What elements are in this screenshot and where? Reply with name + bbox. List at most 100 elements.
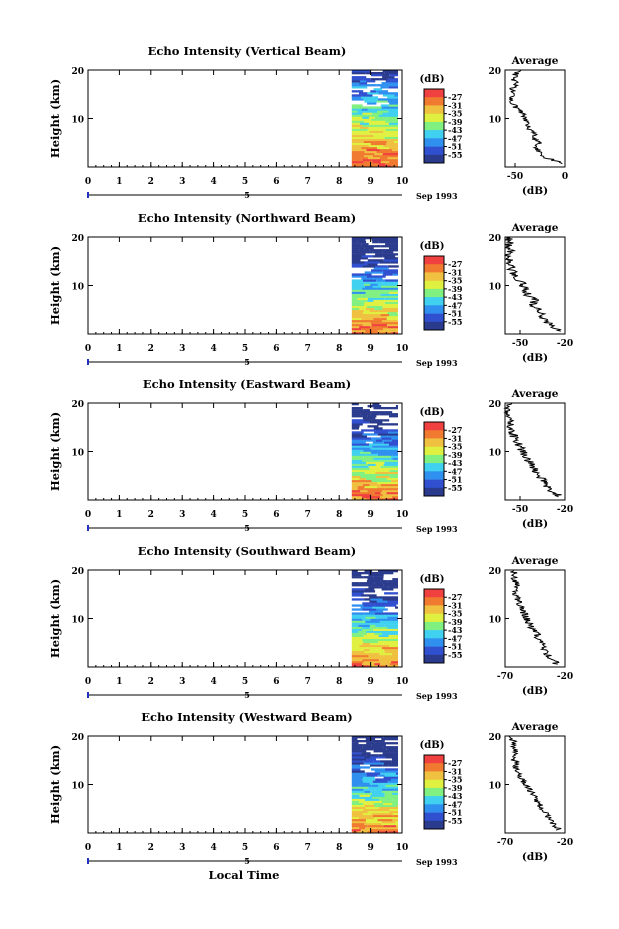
heatmap-cell xyxy=(351,108,362,111)
heatmap-cell xyxy=(363,576,374,579)
heatmap-cell xyxy=(378,241,398,244)
heatmap-cell xyxy=(380,467,398,470)
heatmap-cell xyxy=(351,584,364,587)
heatmap-cell xyxy=(370,756,379,759)
heatmap-cell xyxy=(390,413,398,416)
heatmap-cell xyxy=(351,313,368,317)
colorbar-tick-label: -55 xyxy=(448,816,462,826)
colorbar-segment xyxy=(424,280,444,290)
heatmap-cell xyxy=(365,620,380,623)
heatmap-cell xyxy=(363,780,373,783)
x-tick-label: 8 xyxy=(336,177,342,187)
heatmap-cell xyxy=(390,790,398,793)
heatmap-cell xyxy=(374,140,387,143)
heatmap-cell xyxy=(384,72,398,75)
heatmap-cell xyxy=(358,624,370,627)
heatmap-cell xyxy=(351,116,363,119)
heatmap-cell xyxy=(395,405,398,408)
heatmap-cell xyxy=(376,608,388,611)
heatmap-cell xyxy=(378,453,393,456)
heatmap-cell xyxy=(365,307,375,310)
heatmap-cell xyxy=(382,632,398,635)
heatmap-cell xyxy=(351,598,365,601)
heatmap-cell xyxy=(377,481,398,485)
heatmap-cell xyxy=(364,283,371,286)
heatmap-cell xyxy=(360,251,373,254)
colorbar-tick-label: -51 xyxy=(448,142,462,152)
heatmap-cell xyxy=(392,148,398,152)
heatmap-cell xyxy=(364,150,377,154)
profile-x-tick-label: -20 xyxy=(557,838,573,848)
heatmap-cell xyxy=(351,768,361,771)
x-tick-label: 7 xyxy=(305,344,311,354)
heatmap-cell xyxy=(364,120,386,123)
heatmap-cell xyxy=(357,110,365,113)
heatmap-cell xyxy=(374,632,382,635)
heatmap-cell xyxy=(369,782,384,785)
heatmap-cell xyxy=(388,330,398,333)
x-tick-label: 6 xyxy=(273,177,279,187)
x-tick-label: 0 xyxy=(85,677,91,687)
heatmap-cell xyxy=(370,467,381,470)
heatmap-cell xyxy=(386,816,398,820)
heatmap-cell xyxy=(357,485,365,489)
heatmap-cell xyxy=(373,748,387,751)
heatmap-cell xyxy=(379,658,389,662)
heatmap-cell xyxy=(370,790,382,793)
heatmap-cell xyxy=(372,255,383,258)
heatmap-cell xyxy=(351,774,367,777)
x-tick-label: 9 xyxy=(367,344,373,354)
heatmap-cell xyxy=(362,602,370,605)
heatmap-cell xyxy=(379,132,387,135)
heatmap-cell xyxy=(351,419,364,422)
profile-line xyxy=(503,403,562,498)
colorbar-segment xyxy=(424,597,444,606)
heatmap-cell xyxy=(383,441,398,444)
heatmap-cell xyxy=(351,784,360,787)
x-tick-label: 5 xyxy=(242,510,248,520)
heatmap-cell xyxy=(375,429,391,432)
heatmap-cell xyxy=(375,778,391,781)
colorbar-tick-label: -47 xyxy=(448,799,462,809)
heatmap-cell xyxy=(351,156,361,160)
heatmap-cell xyxy=(391,660,398,664)
heatmap-cell xyxy=(351,810,368,814)
heatmap-cell xyxy=(379,652,392,656)
heatmap-cell xyxy=(362,483,370,487)
heatmap-cell xyxy=(385,279,398,282)
heatmap-cell xyxy=(378,596,391,599)
heatmap-cell xyxy=(382,74,390,77)
y-tick-label: 10 xyxy=(71,449,84,459)
heatmap-cell xyxy=(364,271,384,274)
heatmap-cell xyxy=(351,112,363,115)
heatmap-cell xyxy=(351,315,370,319)
heatmap-cell xyxy=(375,826,385,830)
heatmap-cell xyxy=(359,325,371,329)
heatmap-cell xyxy=(363,640,378,643)
colorbar-segment xyxy=(424,313,444,323)
colorbar-segment xyxy=(424,763,444,772)
heatmap-cell xyxy=(351,630,359,633)
colorbar-tick-label: -47 xyxy=(448,633,462,643)
heatmap-cell xyxy=(393,473,398,476)
colorbar-segment xyxy=(424,487,444,497)
heatmap-cell xyxy=(363,311,376,315)
heatmap-cell xyxy=(361,299,368,302)
y-tick-label: 10 xyxy=(71,782,84,792)
heatmap-cell xyxy=(374,487,385,491)
x-tick-label: 4 xyxy=(210,510,216,520)
heatmap-cell xyxy=(359,126,369,129)
heatmap-cell xyxy=(388,122,398,125)
heatmap-cell xyxy=(396,824,398,828)
heatmap-cell xyxy=(351,449,364,452)
heatmap-cell xyxy=(375,808,383,812)
heatmap-cell xyxy=(351,640,364,643)
colorbar-tick-label: -51 xyxy=(448,309,462,319)
heatmap-cell xyxy=(362,628,374,631)
heatmap-cell xyxy=(351,94,362,97)
heatmap-cell xyxy=(364,471,376,474)
heatmap-cell xyxy=(389,249,398,252)
heatmap-cell xyxy=(351,800,359,803)
heatmap-cell xyxy=(351,804,365,807)
heatmap-cell xyxy=(372,740,385,743)
